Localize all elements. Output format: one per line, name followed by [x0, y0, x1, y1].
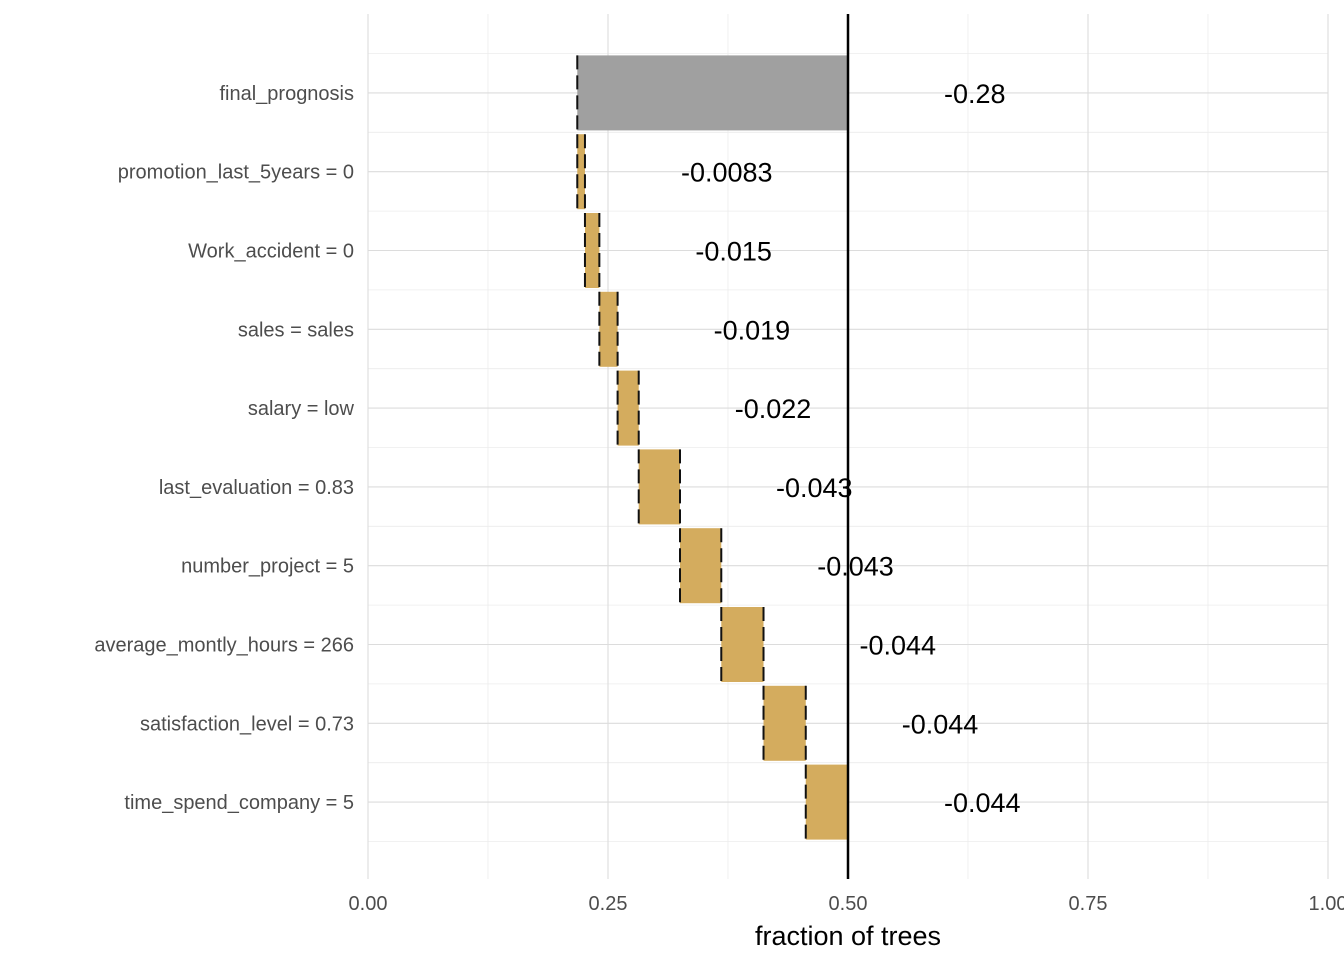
y-axis-label: number_project = 5: [181, 556, 354, 578]
y-axis-label: Work_accident = 0: [188, 241, 354, 263]
y-axis-label: sales = sales: [238, 319, 354, 341]
y-axis-label: average_montly_hours = 266: [94, 635, 354, 657]
x-axis-tick-labels: 0.00 0.25 0.50 0.75 1.00: [349, 893, 1344, 915]
y-axis-label: promotion_last_5years = 0: [118, 162, 354, 184]
bar-contribution: [617, 370, 639, 446]
x-axis-title: fraction of trees: [755, 921, 941, 951]
y-axis-label: satisfaction_level = 0.73: [140, 713, 354, 735]
y-axis-label: last_evaluation = 0.83: [159, 477, 354, 499]
data-label: -0.28: [944, 79, 1006, 109]
x-tick-label: 0.50: [829, 893, 868, 915]
x-tick-label: 0.25: [589, 893, 628, 915]
data-label: -0.043: [817, 552, 894, 582]
y-axis-label: final_prognosis: [219, 83, 354, 105]
data-label: -0.044: [860, 631, 937, 661]
data-label: -0.019: [714, 315, 791, 345]
data-label: -0.022: [735, 394, 812, 424]
x-tick-label: 1.00: [1309, 893, 1344, 915]
data-label: -0.044: [902, 709, 979, 739]
bar-contribution: [599, 291, 618, 367]
bar-contribution: [721, 607, 764, 682]
bars: [576, 14, 850, 879]
y-axis-label: time_spend_company = 5: [124, 792, 354, 814]
data-labels: -0.28 -0.0083 -0.015 -0.019 -0.022 -0.043 -0.0…: [681, 79, 1021, 818]
data-label: -0.0083: [681, 158, 773, 188]
bar-contribution: [638, 449, 680, 525]
x-tick-label: 0.75: [1069, 893, 1108, 915]
bar-contribution: [584, 213, 600, 288]
data-label: -0.015: [695, 237, 772, 267]
y-axis-labels: final_prognosis promotion_last_5years = 0…: [94, 83, 354, 814]
bar-contribution: [805, 764, 848, 840]
bar-contribution: [680, 528, 722, 604]
bar-contribution: [763, 685, 806, 761]
x-tick-label: 0.00: [349, 893, 388, 915]
bar-total: [577, 55, 848, 131]
data-label: -0.043: [776, 473, 853, 503]
data-label: -0.044: [944, 788, 1021, 818]
y-axis-label: salary = low: [248, 398, 355, 420]
bar-contribution: [577, 134, 585, 210]
